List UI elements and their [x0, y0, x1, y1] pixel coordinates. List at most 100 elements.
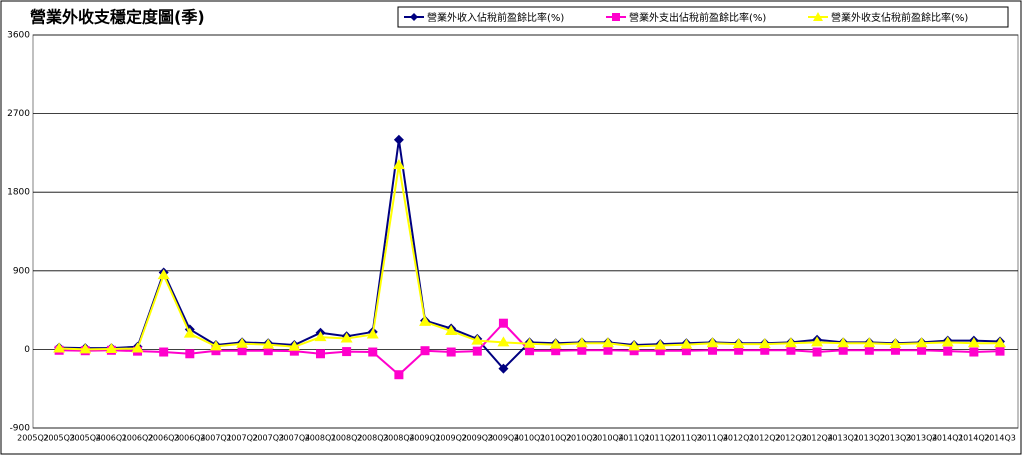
- data-point: [680, 338, 693, 349]
- data-point: [185, 349, 195, 359]
- data-point: [784, 337, 797, 348]
- x-tick-label: 2010Q2: [540, 434, 572, 443]
- data-point: [760, 345, 770, 355]
- data-point: [786, 345, 796, 355]
- data-point: [445, 325, 458, 336]
- data-point: [603, 345, 613, 355]
- data-point: [734, 345, 744, 355]
- x-tick-label: 2007Q2: [226, 434, 258, 443]
- data-point: [837, 337, 850, 348]
- legend-box: [397, 6, 1009, 28]
- data-point: [655, 346, 665, 356]
- data-point: [471, 334, 484, 345]
- y-tick-label: 900: [13, 266, 30, 276]
- data-point: [758, 338, 771, 349]
- data-point: [392, 159, 405, 170]
- x-tick-label: 2014Q3: [984, 434, 1016, 443]
- x-tick-label: 2009Q4: [488, 434, 520, 443]
- data-point: [183, 327, 196, 338]
- x-tick-label: 2009Q3: [461, 434, 493, 443]
- data-point: [53, 342, 66, 353]
- data-point: [157, 269, 170, 280]
- x-tick-label: 2008Q3: [357, 434, 389, 443]
- data-point: [889, 338, 902, 349]
- x-tick-label: 2011Q2: [644, 434, 676, 443]
- data-point: [263, 346, 273, 356]
- data-point: [368, 347, 378, 357]
- y-tick-label: 0: [24, 345, 30, 355]
- x-tick-label: 2010Q4: [592, 434, 624, 443]
- data-point: [629, 346, 639, 356]
- data-point: [811, 336, 824, 347]
- y-tick-label: -900: [10, 424, 31, 434]
- x-tick-label: 2013Q1: [827, 434, 859, 443]
- data-point: [864, 345, 874, 355]
- data-point: [420, 346, 430, 356]
- x-tick-label: 2005Q4: [69, 434, 101, 443]
- x-tick-label: 2014Q1: [932, 434, 964, 443]
- data-point: [498, 318, 508, 328]
- x-tick-label: 2012Q2: [749, 434, 781, 443]
- x-tick-label: 2009Q2: [435, 434, 467, 443]
- data-point: [525, 346, 535, 356]
- data-point: [262, 338, 275, 349]
- data-point: [577, 345, 587, 355]
- x-tick-label: 2014Q2: [958, 434, 990, 443]
- series: [53, 159, 1006, 354]
- x-tick-label: 2007Q4: [278, 434, 310, 443]
- data-point: [211, 346, 221, 356]
- data-point: [943, 346, 953, 356]
- x-tick-label: 2012Q4: [801, 434, 833, 443]
- x-tick-label: 2008Q2: [331, 434, 363, 443]
- data-point: [237, 346, 247, 356]
- data-point: [601, 337, 614, 348]
- x-tick-label: 2005Q2: [17, 434, 49, 443]
- data-point: [915, 337, 928, 348]
- data-point: [732, 338, 745, 349]
- legend-marker: [612, 13, 620, 21]
- data-point: [838, 345, 848, 355]
- x-tick-label: 2013Q3: [880, 434, 912, 443]
- x-tick-label: 2006Q3: [148, 434, 180, 443]
- data-point: [654, 339, 667, 350]
- data-point: [498, 363, 509, 374]
- data-point: [342, 347, 352, 357]
- data-point: [288, 340, 301, 351]
- data-point: [941, 336, 954, 347]
- legend-label: 營業外收入佔稅前盈餘比率(%): [427, 11, 564, 24]
- x-tick-label: 2007Q3: [252, 434, 284, 443]
- data-point: [340, 332, 353, 343]
- x-tick-label: 2011Q4: [697, 434, 729, 443]
- x-tick-label: 2011Q1: [618, 434, 650, 443]
- x-tick-label: 2006Q1: [96, 434, 128, 443]
- legend: 營業外收入佔稅前盈餘比率(%) 營業外支出佔稅前盈餘比率(%) 營業外收支佔稅前盈餘…: [397, 6, 1009, 28]
- x-tick-label: 2007Q1: [200, 434, 232, 443]
- x-tick-label: 2012Q1: [723, 434, 755, 443]
- data-point: [681, 346, 691, 356]
- x-tick-label: 2010Q1: [514, 434, 546, 443]
- legend-marker: [813, 12, 823, 21]
- data-point: [394, 370, 404, 380]
- data-point: [575, 337, 588, 348]
- data-point: [314, 331, 327, 342]
- data-point: [995, 346, 1005, 356]
- data-point: [472, 346, 482, 356]
- x-tick-label: 2009Q1: [409, 434, 441, 443]
- legend-marker: [410, 13, 418, 21]
- x-tick-label: 2006Q4: [174, 434, 206, 443]
- data-point: [994, 337, 1006, 348]
- data-point: [812, 347, 822, 357]
- chart-title: 營業外收支穩定度圖(季): [30, 8, 205, 27]
- data-point: [549, 338, 562, 349]
- x-tick-label: 2013Q2: [853, 434, 885, 443]
- legend-label: 營業外收支佔稅前盈餘比率(%): [831, 11, 968, 24]
- data-point: [917, 345, 927, 355]
- x-tick-label: 2008Q1: [305, 434, 337, 443]
- data-point: [209, 340, 222, 351]
- x-tick-label: 2011Q3: [671, 434, 703, 443]
- data-point: [523, 337, 536, 348]
- y-tick-label: 1800: [7, 188, 30, 198]
- x-tick-label: 2008Q4: [383, 434, 415, 443]
